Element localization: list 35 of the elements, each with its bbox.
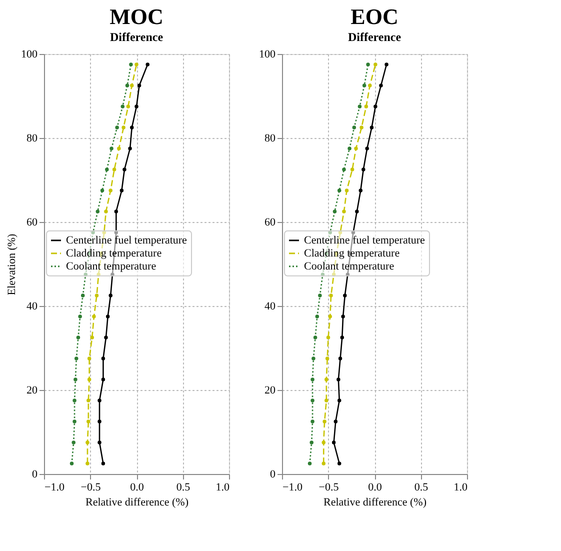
legend-label: Coolant temperature [304, 260, 394, 272]
chart-subtitle: Difference [110, 30, 164, 44]
chart-title: EOC [350, 4, 398, 29]
y-tick-label: 20 [26, 384, 38, 396]
y-tick-label: 20 [264, 384, 276, 396]
y-tick-label: 80 [26, 132, 38, 144]
y-tick-label: 60 [264, 216, 276, 228]
x-tick-label: 0.0 [130, 482, 144, 494]
legend-label: Coolant temperature [66, 260, 156, 272]
x-tick-label: 0.5 [176, 482, 191, 494]
y-tick-label: 100 [259, 48, 276, 60]
x-tick-label: 0.5 [414, 482, 429, 494]
y-tick-label: 60 [26, 216, 38, 228]
x-tick-label: −1.0 [44, 482, 65, 494]
legend-label: Centerline fuel temperature [304, 234, 426, 246]
y-tick-label: 100 [21, 48, 38, 60]
legend-label: Cladding temperature [304, 247, 400, 260]
legend-label: Centerline fuel temperature [66, 234, 188, 246]
y-tick-label: 0 [32, 468, 38, 480]
x-tick-label: −0.5 [80, 482, 102, 494]
x-axis-title: Relative difference (%) [85, 496, 189, 508]
x-tick-label: 1.0 [454, 482, 468, 494]
y-tick-label: 40 [26, 300, 38, 312]
x-tick-label: −1.0 [282, 482, 303, 494]
y-tick-label: 80 [264, 132, 276, 144]
x-tick-label: 0.0 [368, 482, 382, 494]
x-tick-label: −0.5 [318, 482, 340, 494]
y-tick-label: 40 [264, 300, 276, 312]
y-tick-label: 0 [270, 468, 276, 480]
legend-label: Cladding temperature [66, 247, 162, 260]
x-axis-title: Relative difference (%) [323, 496, 427, 508]
chart-subtitle: Difference [348, 30, 402, 44]
chart-title: MOC [110, 4, 164, 29]
y-axis-title: Elevation (%) [6, 233, 18, 296]
x-tick-label: 1.0 [216, 482, 230, 494]
